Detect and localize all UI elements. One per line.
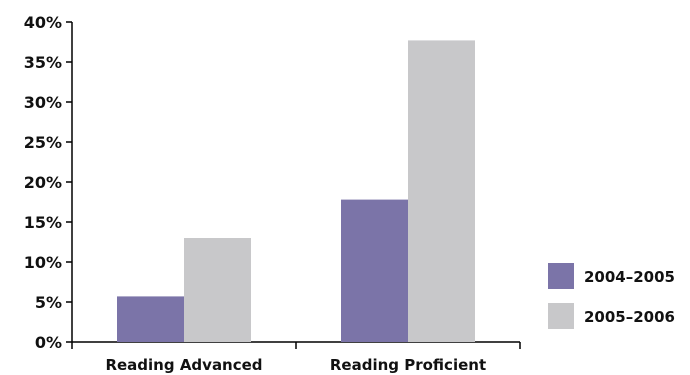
y-tick-label: 15% xyxy=(24,213,62,232)
y-tick-label: 40% xyxy=(24,13,62,32)
x-axis: Reading Advanced Reading Proficient xyxy=(71,341,521,374)
y-tick-label: 35% xyxy=(24,53,62,72)
y-tick-label: 25% xyxy=(24,133,62,152)
x-axis-ticks: Reading Advanced Reading Proficient xyxy=(71,342,521,374)
y-tick-label: 30% xyxy=(24,93,62,112)
bar xyxy=(408,40,475,343)
bar xyxy=(117,296,184,342)
y-tick-label: 5% xyxy=(35,293,62,312)
bar-series xyxy=(117,40,475,343)
y-axis: 0% 5% 10% 15% 20% 25% 30% 35% 40% xyxy=(24,13,73,352)
y-axis-ticks: 0% 5% 10% 15% 20% 25% 30% 35% 40% xyxy=(24,13,72,352)
y-tick-label: 10% xyxy=(24,253,62,272)
legend-swatch xyxy=(548,303,574,329)
legend-label: 2004–2005 xyxy=(584,268,675,286)
legend-swatch xyxy=(548,263,574,289)
legend: 2004–2005 2005–2006 xyxy=(548,263,675,329)
bar xyxy=(184,238,251,342)
y-tick-label: 0% xyxy=(35,333,62,352)
x-category-label: Reading Advanced xyxy=(105,356,262,374)
bar xyxy=(341,199,408,342)
y-tick-label: 20% xyxy=(24,173,62,192)
legend-label: 2005–2006 xyxy=(584,308,675,326)
x-category-label: Reading Proficient xyxy=(330,356,486,374)
